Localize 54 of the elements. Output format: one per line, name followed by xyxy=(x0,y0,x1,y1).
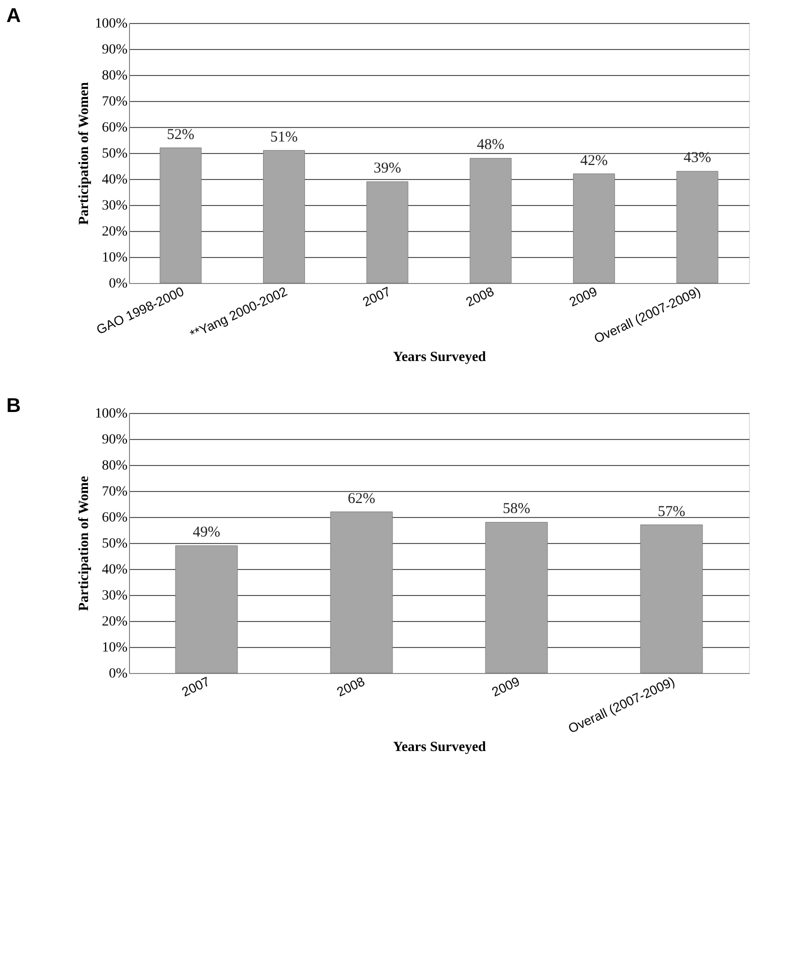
y-tick-label: 80% xyxy=(102,68,128,84)
bar xyxy=(640,524,703,674)
y-tick-label: 0% xyxy=(108,276,128,292)
y-tick-label: 50% xyxy=(102,536,128,552)
y-tick-label: 90% xyxy=(102,432,128,448)
data-label: 62% xyxy=(348,490,376,507)
x-tick-label: 2009 xyxy=(489,674,522,700)
bar xyxy=(676,170,718,284)
y-tick-label: 100% xyxy=(94,16,128,32)
y-tick-label: 10% xyxy=(102,250,128,266)
data-label: 49% xyxy=(192,524,220,541)
bar xyxy=(573,174,615,284)
data-label: 58% xyxy=(502,501,530,518)
y-tick-label: 70% xyxy=(102,484,128,500)
x-axis-title: Years Surveyed xyxy=(393,740,486,756)
data-label: 43% xyxy=(684,150,712,166)
bar xyxy=(175,545,238,674)
y-tick-label: 100% xyxy=(94,406,128,422)
y-tick-label: 50% xyxy=(102,146,128,162)
y-tick-label: 20% xyxy=(102,614,128,630)
y-tick-label: 10% xyxy=(102,640,128,656)
data-label: 52% xyxy=(166,126,194,143)
x-axis-title: Years Surveyed xyxy=(393,350,486,366)
chart-title: B xyxy=(6,395,21,417)
bar xyxy=(160,148,202,284)
y-tick-label: 90% xyxy=(102,42,128,58)
data-label: 39% xyxy=(374,160,402,177)
x-tick-label: 2007 xyxy=(179,674,212,700)
y-tick-label: 40% xyxy=(102,172,128,188)
y-tick-label: 40% xyxy=(102,562,128,578)
data-label: 57% xyxy=(658,504,686,520)
y-tick-label: 60% xyxy=(102,120,128,136)
bar xyxy=(366,181,408,284)
x-tick-label: 2008 xyxy=(464,284,496,310)
bar xyxy=(470,158,512,284)
y-tick-label: 80% xyxy=(102,458,128,474)
bar xyxy=(330,512,393,674)
y-tick-label: 60% xyxy=(102,510,128,526)
x-tick-label: 2007 xyxy=(360,284,393,310)
y-tick-label: 30% xyxy=(102,198,128,214)
x-tick-label: 2009 xyxy=(566,284,600,310)
y-tick-label: 20% xyxy=(102,224,128,240)
data-label: 48% xyxy=(476,137,504,154)
data-label: 42% xyxy=(580,152,608,169)
data-label: 51% xyxy=(270,129,298,146)
y-tick-label: 0% xyxy=(108,666,128,682)
bar xyxy=(263,150,305,284)
y-tick-label: 30% xyxy=(102,588,128,604)
y-axis-title: Participation of Wome xyxy=(76,476,92,612)
y-tick-label: 70% xyxy=(102,94,128,110)
y-axis-title: Participation of Women xyxy=(76,82,92,225)
chart-title: A xyxy=(6,5,21,27)
x-tick-label: 2008 xyxy=(334,674,367,700)
bar xyxy=(485,522,548,674)
